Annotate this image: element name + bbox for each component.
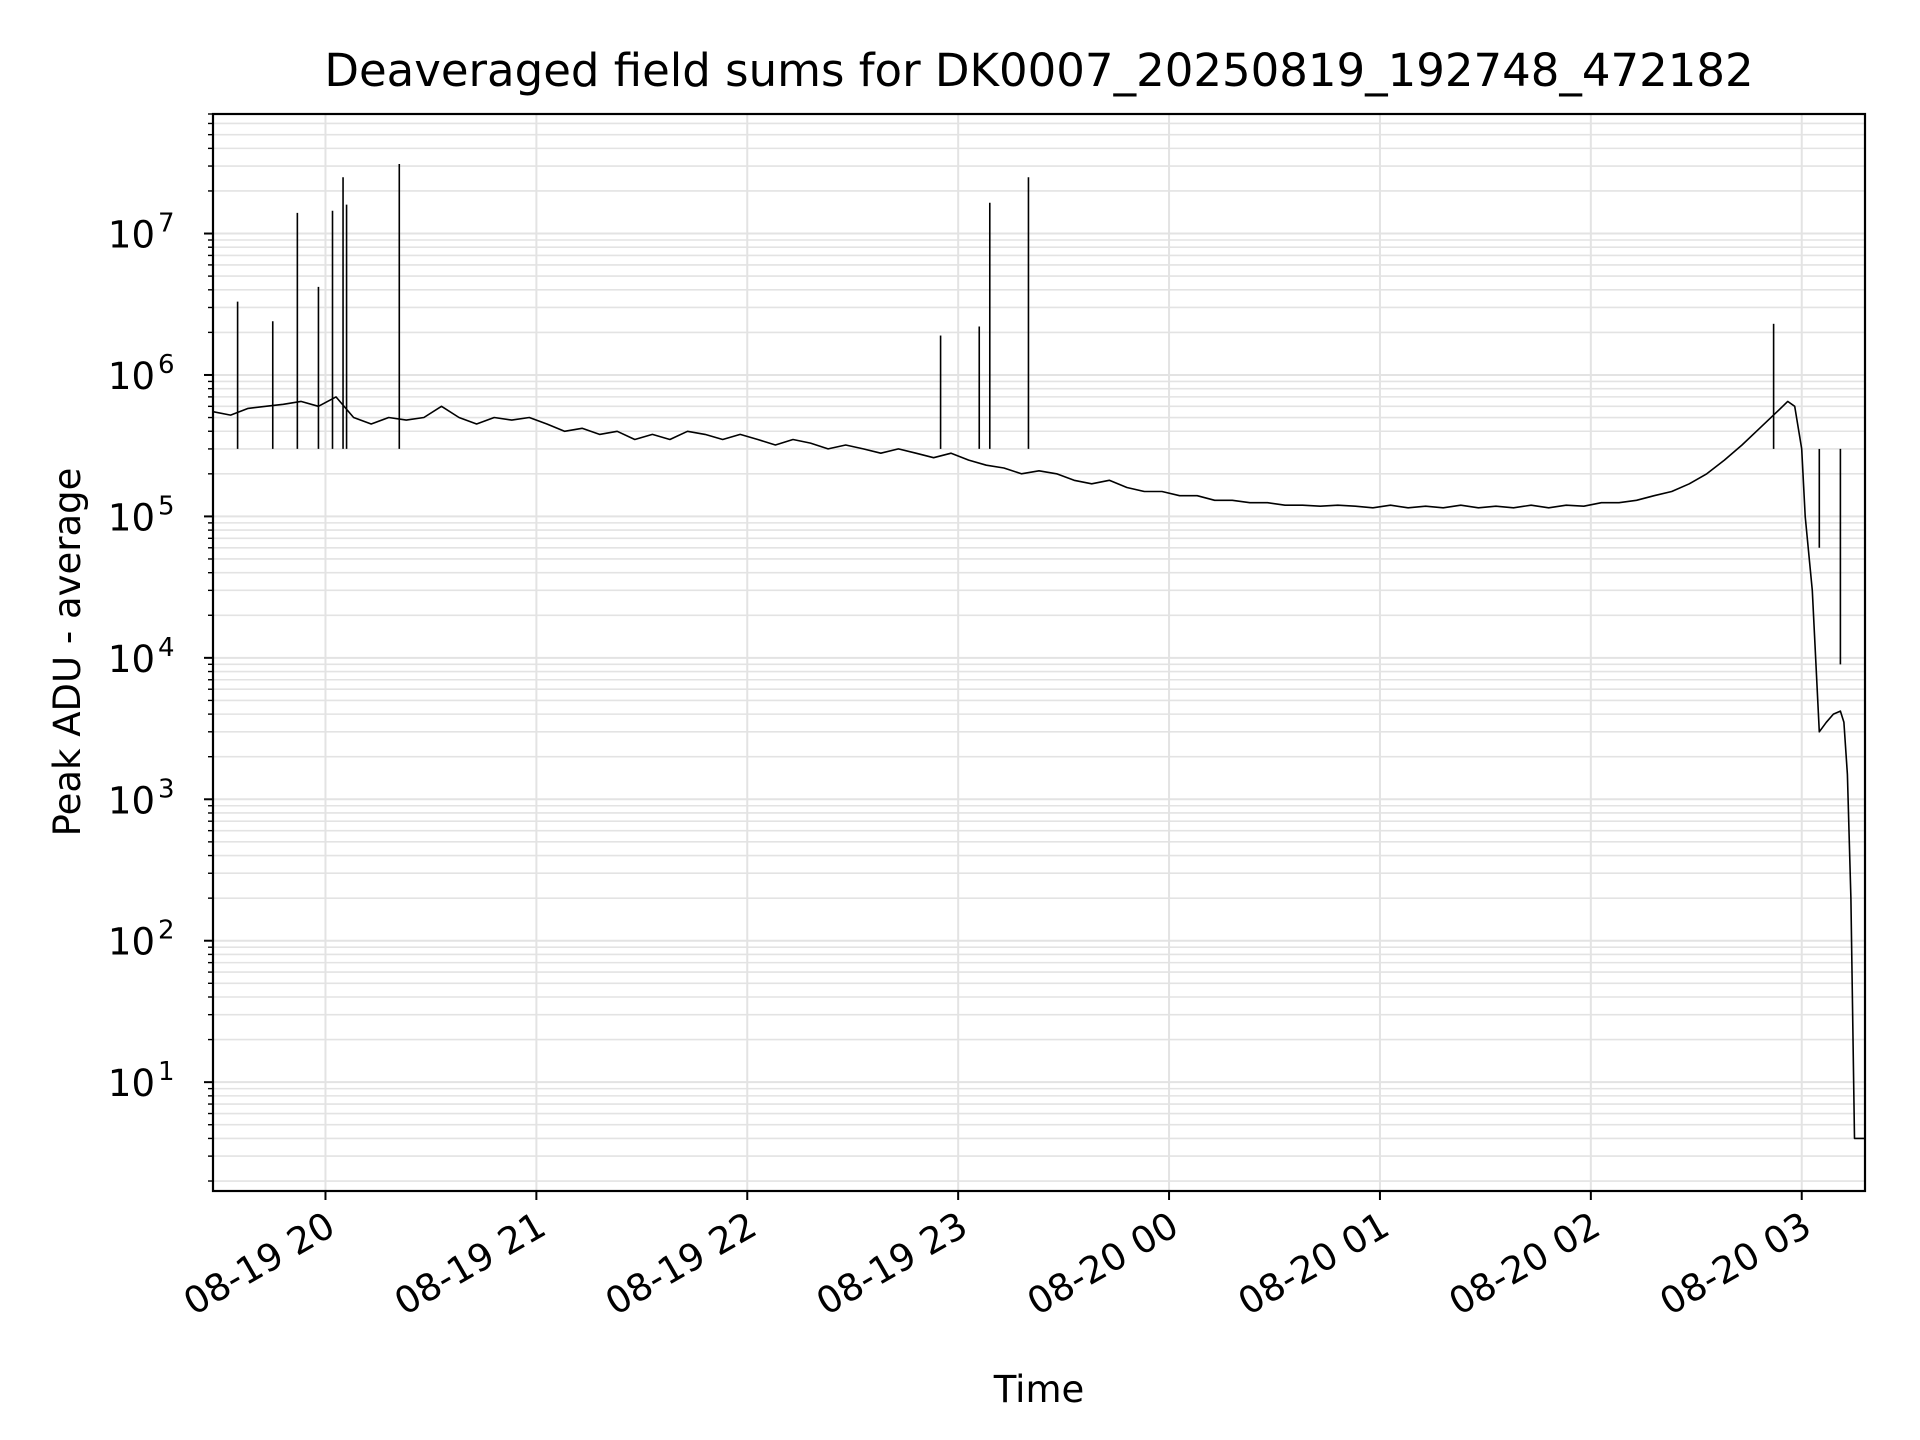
y-tick-label: 10 <box>108 496 155 539</box>
y-tick-label-exponent: 7 <box>158 209 175 239</box>
y-tick-label-exponent: 6 <box>158 350 175 380</box>
series-line <box>212 396 1865 1140</box>
y-tick-label: 10 <box>108 638 155 681</box>
data-layer <box>212 164 1865 1140</box>
y-tick-label: 10 <box>108 921 155 964</box>
y-tick-label-exponent: 5 <box>158 491 175 521</box>
chart-title: Deaveraged field sums for DK0007_2025081… <box>324 44 1753 97</box>
y-tick-label-exponent: 3 <box>158 774 175 804</box>
y-tick-label-exponent: 1 <box>158 1057 175 1087</box>
y-tick-label-exponent: 4 <box>158 633 175 663</box>
y-tick-label: 10 <box>108 1062 155 1105</box>
plot-frame <box>211 112 1867 1193</box>
x-axis-label: Time <box>993 1368 1085 1411</box>
y-tick-label: 10 <box>108 214 155 257</box>
y-tick-label: 10 <box>108 355 155 398</box>
grid-layer <box>213 113 1865 1191</box>
y-axis-label: Peak ADU - average <box>46 468 89 837</box>
y-tick-label-exponent: 2 <box>158 916 175 946</box>
y-tick-label: 10 <box>108 779 155 822</box>
